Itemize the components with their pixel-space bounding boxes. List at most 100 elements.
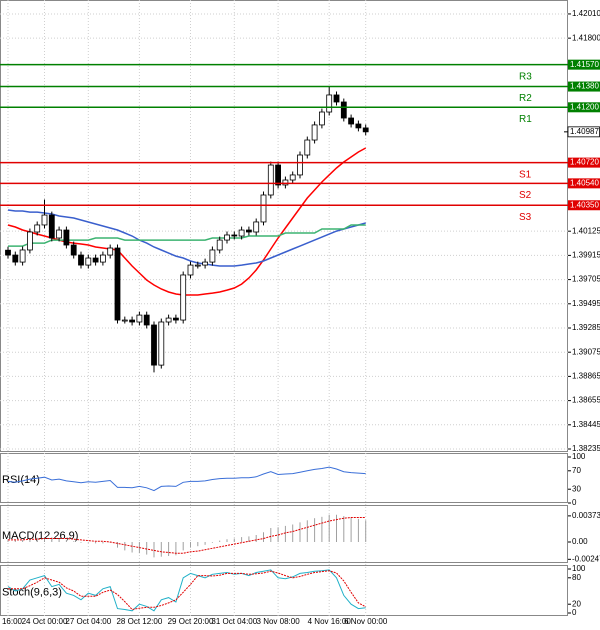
- candle-body: [348, 117, 355, 125]
- level-name: R1: [519, 114, 532, 125]
- candle-body: [92, 257, 99, 263]
- x-tick-label: 16:00: [2, 617, 23, 626]
- level-name: R3: [519, 71, 532, 82]
- candle-body: [100, 254, 106, 263]
- candle-body: [238, 229, 245, 237]
- y-tick-label: 100: [572, 564, 586, 573]
- y-tick-label: 1.39075: [572, 347, 600, 356]
- candle-body: [85, 257, 92, 266]
- candle-body: [187, 264, 194, 276]
- candle-body: [5, 249, 11, 256]
- candle-body: [340, 101, 347, 119]
- x-tick-label: 28 Oct 12:00: [116, 617, 162, 626]
- y-tick-label: 0.00: [572, 537, 588, 546]
- level-price-box: [568, 200, 600, 211]
- candle-body: [12, 254, 19, 263]
- y-tick-label: 0: [572, 498, 577, 507]
- candle-body: [311, 124, 318, 141]
- candle-body: [224, 234, 230, 241]
- level-price-label: 1.40720: [570, 158, 599, 167]
- candle-body: [48, 214, 55, 239]
- y-tick-label: 1.39915: [572, 250, 600, 259]
- y-tick-label: 1.41800: [572, 33, 600, 42]
- candle-body: [129, 319, 136, 323]
- level-name: S1: [519, 169, 532, 180]
- level-price-box: [568, 59, 600, 70]
- candle-body: [362, 127, 369, 133]
- candle-body: [107, 247, 114, 256]
- candle-body: [172, 317, 179, 321]
- last-price-label: 1.40987: [570, 127, 599, 136]
- candle-body: [26, 231, 33, 251]
- panel-frame: [0, 0, 568, 452]
- y-tick-label: 70: [572, 466, 581, 475]
- candle-body: [180, 274, 187, 321]
- level-name: S2: [519, 190, 532, 201]
- candle-body: [304, 139, 311, 156]
- candle-body: [202, 261, 209, 266]
- candle-body: [253, 221, 260, 233]
- level-price-box: [568, 157, 600, 168]
- y-tick-label: 100: [572, 452, 586, 461]
- candle-body: [297, 154, 303, 176]
- x-tick-label: 27 Oct 04:00: [65, 617, 111, 626]
- macd-signal: [8, 517, 366, 554]
- level-price-label: 1.41570: [570, 60, 599, 69]
- y-tick-label: 0: [572, 608, 577, 617]
- candle-body: [41, 214, 48, 226]
- candle-body: [231, 234, 238, 237]
- level-price-label: 1.41380: [570, 82, 599, 91]
- panel-frame: [0, 505, 568, 563]
- candle-body: [282, 179, 289, 186]
- candle-body: [260, 194, 267, 223]
- y-tick-label: 1.39705: [572, 275, 600, 284]
- level-price-label: 1.40350: [570, 200, 599, 209]
- moving-average: [7, 147, 367, 296]
- candle-body: [34, 224, 41, 233]
- x-tick-label: 24 Oct 00:00: [22, 617, 68, 626]
- y-tick-label: -0.002473: [572, 554, 600, 563]
- candle-body: [355, 123, 362, 129]
- level-price-box: [568, 178, 600, 189]
- indicator-title: MACD(12,26,9): [2, 530, 78, 542]
- candle-body: [136, 314, 143, 323]
- level-price-label: 1.40540: [570, 178, 599, 187]
- candle-body: [289, 174, 296, 181]
- y-tick-label: 1.38445: [572, 420, 600, 429]
- candle-body: [56, 229, 62, 239]
- candle-body: [209, 249, 216, 263]
- candle-body: [121, 319, 128, 322]
- y-tick-label: 1.38865: [572, 372, 600, 381]
- level-price-box: [568, 102, 600, 113]
- y-tick-label: 1.42010: [572, 9, 600, 18]
- indicator-title: RSI(14): [2, 474, 40, 486]
- candle-body: [151, 324, 157, 366]
- level-price-label: 1.41200: [570, 102, 599, 111]
- x-tick-label: 29 Oct 20:00: [168, 617, 214, 626]
- level-name: R2: [519, 93, 532, 104]
- y-tick-label: 0.003731: [572, 511, 600, 520]
- candle-body: [318, 111, 325, 126]
- candle-body: [216, 239, 223, 251]
- y-tick-label: 30: [572, 484, 581, 493]
- candle-body: [165, 317, 172, 323]
- candle-body: [245, 229, 252, 233]
- indicator-line: [8, 570, 366, 611]
- y-tick-label: 1.38235: [572, 444, 600, 453]
- candle-body: [114, 247, 121, 321]
- panel-frame: [0, 565, 568, 616]
- panel-frame: [0, 453, 568, 503]
- candle-body: [63, 229, 70, 246]
- indicator-title: Stoch(9,6,3): [2, 586, 62, 598]
- y-tick-label: 80: [572, 573, 581, 582]
- x-tick-label: 6 Nov 00:00: [344, 617, 388, 626]
- candle-body: [70, 244, 77, 256]
- y-tick-label: 1.39285: [572, 323, 600, 332]
- candle-body: [267, 164, 274, 196]
- candle-body: [78, 254, 84, 266]
- y-tick-label: 1.39495: [572, 299, 600, 308]
- x-tick-label: 3 Nov 08:00: [257, 617, 301, 626]
- x-tick-label: 4 Nov 16:00: [308, 617, 352, 626]
